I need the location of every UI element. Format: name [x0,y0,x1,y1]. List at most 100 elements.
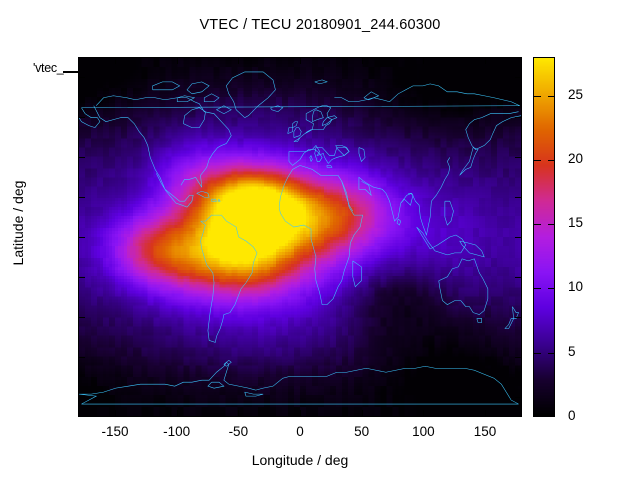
x-axis-tick-label: 100 [412,424,435,439]
x-axis-tick-label: -50 [228,424,249,439]
colorbar-tick-mark [534,288,541,290]
x-axis-tick-mark [485,410,486,417]
coastline-path [364,92,379,100]
y-axis-tick-mark [78,277,85,278]
plot-key-line [63,71,79,73]
coastline-path [153,82,180,90]
coastline-path [197,191,209,197]
y-axis-tick-mark [78,317,85,318]
y-axis-tick-mark [78,77,85,78]
y-axis-tick-mark [78,397,85,398]
coastline-path [204,94,219,102]
coastline-path [327,165,332,167]
colorbar-tick-label: 20 [568,150,584,166]
coastline-path [342,181,353,211]
y-axis-tick-mark [515,397,522,398]
colorbar-tick-mark [548,288,555,290]
y-axis-tick-mark [78,237,85,238]
plot-key-title: 'vtec_ [33,61,64,75]
coastline-path [226,72,275,118]
coastline-path [212,199,217,201]
coastline-path [94,106,193,207]
coastline-path [245,392,263,396]
coastline-path [359,148,365,162]
colorbar-tick-mark [534,224,541,226]
coastline-path [177,96,194,102]
y-axis-tick-mark [515,117,522,118]
y-axis-tick-mark [515,77,522,78]
coastline-path [310,155,312,161]
coastline-path [81,84,519,108]
x-axis-tick-mark [423,57,425,64]
coastline-path [505,307,519,329]
x-axis-tick-mark [176,410,178,417]
colorbar-tick-mark [534,352,541,354]
coastline-path [445,201,454,225]
coastline-path [401,193,413,205]
colorbar [533,57,555,417]
colorbar-tick-label: 15 [568,215,584,231]
colorbar-tick-mark [548,159,555,161]
coastline-path [79,362,519,404]
y-axis-tick-mark [78,197,85,198]
colorbar-tick-mark [534,159,541,161]
colorbar-tick-mark [534,95,541,97]
coastline-path [201,215,257,342]
colorbar-tick-label: 5 [568,343,576,359]
colorbar-tick-mark [548,95,555,97]
y-axis-tick-mark [515,357,522,358]
y-axis-tick-mark [515,237,522,238]
x-axis-tick-mark [238,57,240,64]
x-axis-tick-mark [115,410,116,417]
coastline-path [294,128,301,138]
x-axis-tick-mark [361,410,363,417]
coastline-path [466,112,521,150]
coastline-path [217,106,232,114]
coastline-path [187,82,209,94]
coastline-path [183,108,205,128]
coastline-path [312,110,323,122]
coastline-path [315,80,327,84]
y-axis-tick-mark [515,277,522,278]
x-axis-tick-mark [485,57,486,64]
coastline-path [322,116,337,126]
y-axis-tick-mark [78,357,85,358]
x-axis-tick-mark [238,410,240,417]
colorbar-tick-mark [548,352,555,354]
x-axis-tick-mark [115,57,116,64]
y-axis-tick-mark [78,117,85,118]
coastline-path [96,96,231,187]
figure-title: VTEC / TECU 20180901_244.60300 [199,17,441,33]
x-axis-tick-mark [176,57,178,64]
x-axis-tick-mark [423,410,425,417]
x-axis-tick-mark [300,57,301,64]
coastline-path [336,146,350,156]
coastline-path [288,128,293,134]
coastline-path [218,199,220,201]
coastline-path [293,122,298,128]
colorbar-tick-mark [548,224,555,226]
coastline-path [294,106,332,142]
y-axis-tick-mark [515,317,522,318]
x-axis-tick-label: 0 [296,424,304,439]
y-axis-label: Latitude / deg [10,180,26,266]
coastline-overlay [79,58,521,416]
coastline-path [271,106,283,112]
map-plot-area [78,57,522,417]
y-axis-tick-mark [515,157,522,158]
y-axis-tick-mark [515,197,522,198]
x-axis-tick-label: 50 [354,424,370,439]
x-axis-tick-mark [300,410,301,417]
vtec-heatmap [79,58,521,416]
coastline-path [359,157,450,235]
x-axis-label: Longitude / deg [251,452,349,468]
colorbar-tick-label: 10 [568,279,584,295]
y-axis-tick-mark [78,157,85,158]
coastline-path [417,227,466,255]
x-axis-tick-mark [361,57,363,64]
coastline-path [79,108,100,128]
x-axis-tick-label: 150 [473,424,497,439]
coastline-path [439,259,488,315]
